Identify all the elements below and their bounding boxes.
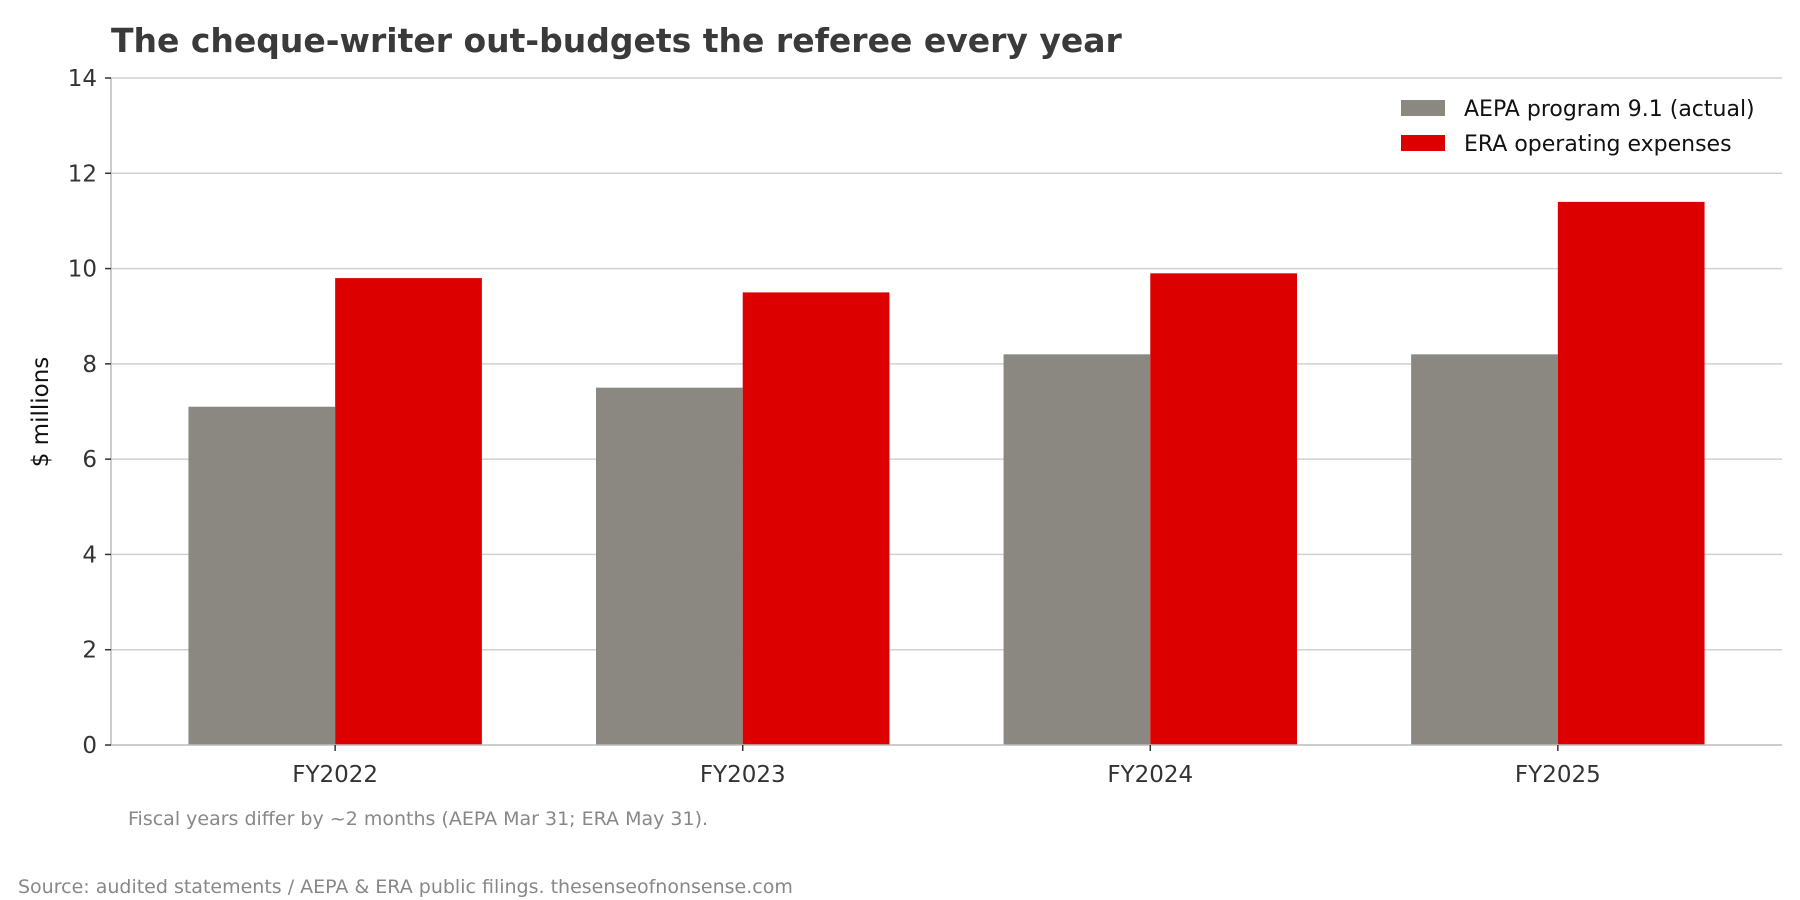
- x-tick-label: FY2024: [1107, 762, 1193, 788]
- source-note: Source: audited statements / AEPA & ERA …: [18, 876, 793, 898]
- x-tick-label: FY2022: [292, 762, 378, 788]
- legend-swatch-1: [1401, 100, 1445, 116]
- bar-fy2023-series-1: [595, 387, 743, 745]
- legend: AEPA program 9.1 (actual) ERA operating e…: [1401, 97, 1755, 157]
- bar-fy2024-series-1: [1003, 354, 1151, 745]
- bar-fy2022-series-2: [335, 278, 482, 745]
- bar-fy2023-series-2: [742, 292, 890, 745]
- x-tick-label: FY2023: [700, 762, 786, 788]
- legend-swatch-2: [1401, 135, 1445, 151]
- chart-title: The cheque-writer out-budgets the refere…: [111, 21, 1123, 60]
- bar-fy2025-series-2: [1557, 201, 1705, 745]
- axes: [110, 78, 1782, 746]
- y-tick-label: 14: [68, 66, 97, 92]
- bar-fy2025-series-1: [1411, 354, 1558, 745]
- y-tick-label: 4: [82, 542, 97, 568]
- legend-label-1: AEPA program 9.1 (actual): [1464, 97, 1755, 122]
- y-tick-label: 8: [82, 352, 97, 378]
- bar-fy2024-series-2: [1150, 273, 1298, 745]
- y-tick-label: 2: [82, 638, 97, 664]
- y-tick-label: 10: [68, 257, 97, 283]
- y-tick-label: 0: [82, 733, 97, 759]
- y-tick-label: 12: [68, 161, 97, 187]
- y-tick-label: 6: [82, 447, 97, 473]
- bar-fy2022-series-1: [188, 406, 336, 745]
- y-axis-label: $ millions: [28, 357, 54, 468]
- x-tick-label: FY2025: [1515, 762, 1601, 788]
- bars: [188, 201, 1705, 745]
- legend-label-2: ERA operating expenses: [1464, 132, 1732, 157]
- y-tick-labels: 0 2 4 6 8 10 12 14: [68, 66, 111, 759]
- footnote: Fiscal years differ by ~2 months (AEPA M…: [128, 808, 708, 830]
- x-tick-labels: FY2022 FY2023 FY2024 FY2025: [292, 745, 1601, 788]
